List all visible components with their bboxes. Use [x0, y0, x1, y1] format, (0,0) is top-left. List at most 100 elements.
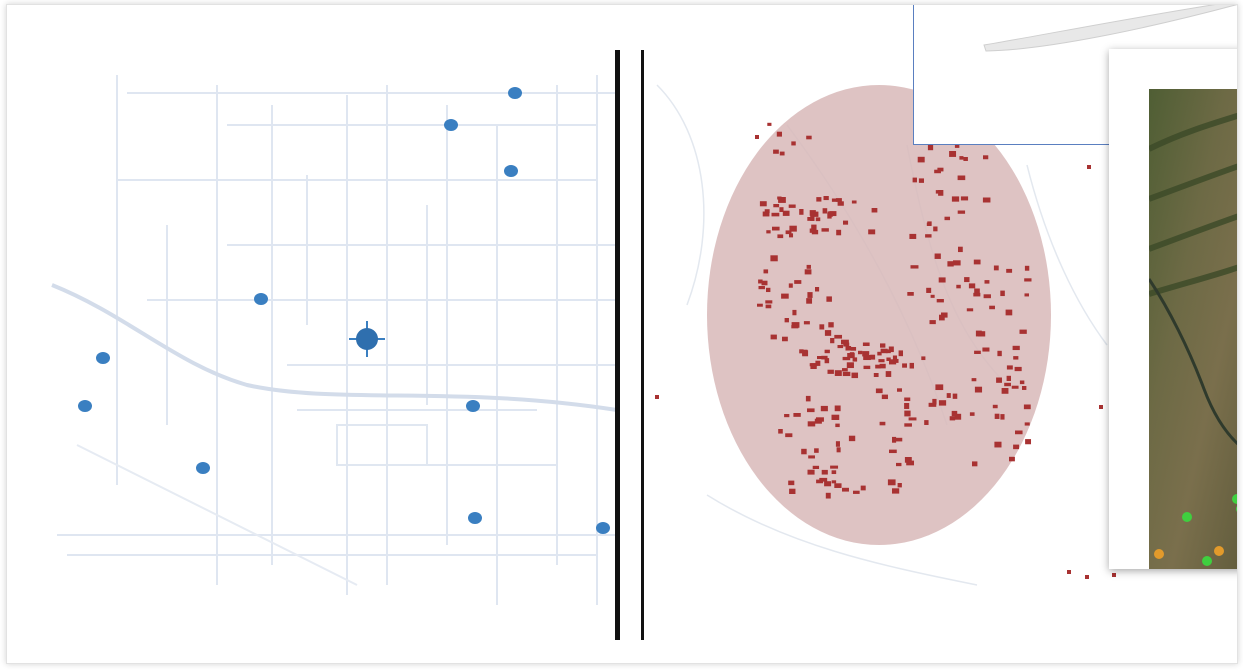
cluster-point [888, 346, 894, 353]
cluster-point [806, 264, 811, 269]
cluster-point [997, 350, 1002, 357]
map-point-marker[interactable] [468, 512, 482, 524]
cluster-point [951, 196, 960, 202]
cluster-point [778, 197, 786, 203]
cluster-point [802, 349, 808, 356]
cluster-point [816, 417, 824, 422]
cluster-point [951, 410, 958, 417]
cluster-point [1085, 575, 1089, 579]
cluster-point [843, 220, 849, 225]
cluster-point [836, 447, 841, 453]
cluster-point [761, 280, 768, 286]
map-comparison-figure [6, 4, 1238, 664]
cluster-point [885, 349, 891, 354]
cluster-point [655, 395, 659, 399]
cluster-point [893, 358, 899, 363]
cluster-point [766, 287, 771, 293]
inset-point [1154, 549, 1164, 559]
cluster-point [1000, 414, 1005, 420]
cluster-point [757, 303, 763, 307]
cluster-point [938, 400, 947, 406]
cluster-point [1025, 439, 1032, 445]
cluster-point [841, 339, 849, 345]
cluster-point [937, 167, 944, 172]
map-point-marker[interactable] [466, 400, 480, 412]
cluster-point [941, 312, 948, 318]
cluster-point [875, 364, 881, 369]
cluster-point [934, 169, 941, 174]
cluster-point [966, 308, 974, 312]
cluster-point [842, 368, 848, 372]
cluster-point [845, 346, 852, 351]
cluster-point [808, 455, 815, 459]
cluster-point [927, 144, 934, 151]
inset-point [1182, 512, 1192, 522]
cluster-point [759, 201, 767, 207]
map-point-marker[interactable] [254, 293, 268, 305]
street-point-map[interactable] [37, 65, 622, 625]
cluster-point [1024, 293, 1029, 297]
cluster-point [843, 342, 850, 347]
cluster-point [871, 208, 878, 213]
cluster-point [758, 279, 763, 284]
map-point-marker[interactable] [96, 352, 110, 364]
cluster-point [781, 293, 789, 299]
inset-point [1236, 506, 1237, 512]
cluster-point [831, 480, 837, 484]
cluster-point [782, 336, 788, 342]
cluster-point [918, 178, 925, 183]
cluster-point [932, 398, 937, 405]
cluster-point [807, 421, 816, 427]
cluster-point [898, 350, 904, 357]
cluster-point [807, 469, 815, 475]
cluster-point [842, 371, 851, 377]
cluster-point [823, 196, 829, 201]
cluster-point [870, 354, 876, 360]
cluster-point [954, 144, 960, 148]
cluster-point [1001, 388, 1009, 394]
cluster-point [878, 359, 885, 363]
cluster-point [806, 298, 813, 304]
cluster-point [875, 388, 883, 394]
map-point-marker[interactable] [196, 462, 210, 474]
cluster-point [944, 216, 951, 221]
cluster-point [819, 477, 828, 482]
cluster-point [863, 365, 871, 370]
map-point-marker[interactable] [508, 87, 522, 99]
cluster-point [1015, 430, 1023, 435]
cluster-point [897, 388, 902, 392]
inset-point [1214, 546, 1224, 556]
cluster-point [904, 457, 912, 463]
map-point-marker[interactable] [504, 165, 518, 177]
cluster-point [779, 151, 785, 156]
cluster-point [848, 435, 856, 442]
map-point-marker[interactable] [596, 522, 610, 534]
cluster-point [971, 378, 977, 382]
cluster-point [949, 416, 956, 421]
cluster-point [794, 280, 802, 284]
cluster-point [993, 265, 999, 271]
satellite-inset-frame[interactable] [1109, 49, 1237, 569]
crosshair-marker-icon[interactable] [349, 321, 385, 357]
cluster-point [904, 410, 911, 417]
cluster-point [858, 350, 863, 355]
cluster-point [953, 260, 961, 266]
cluster-point [963, 157, 968, 161]
cluster-point [982, 347, 990, 352]
cluster-point [996, 377, 1002, 383]
cluster-point [835, 198, 842, 202]
cluster-point [791, 322, 800, 328]
cluster-point [779, 207, 784, 213]
cluster-point [799, 209, 804, 215]
cluster-point [934, 253, 941, 259]
cluster-point [968, 283, 976, 289]
cluster-point [792, 309, 797, 316]
map-point-marker[interactable] [444, 119, 458, 131]
cluster-point [912, 177, 917, 183]
map-point-marker[interactable] [78, 400, 92, 412]
cluster-point [806, 135, 812, 140]
street-network [57, 75, 617, 605]
cluster-point [831, 198, 838, 202]
cluster-point [921, 356, 926, 361]
cluster-point [803, 321, 810, 325]
